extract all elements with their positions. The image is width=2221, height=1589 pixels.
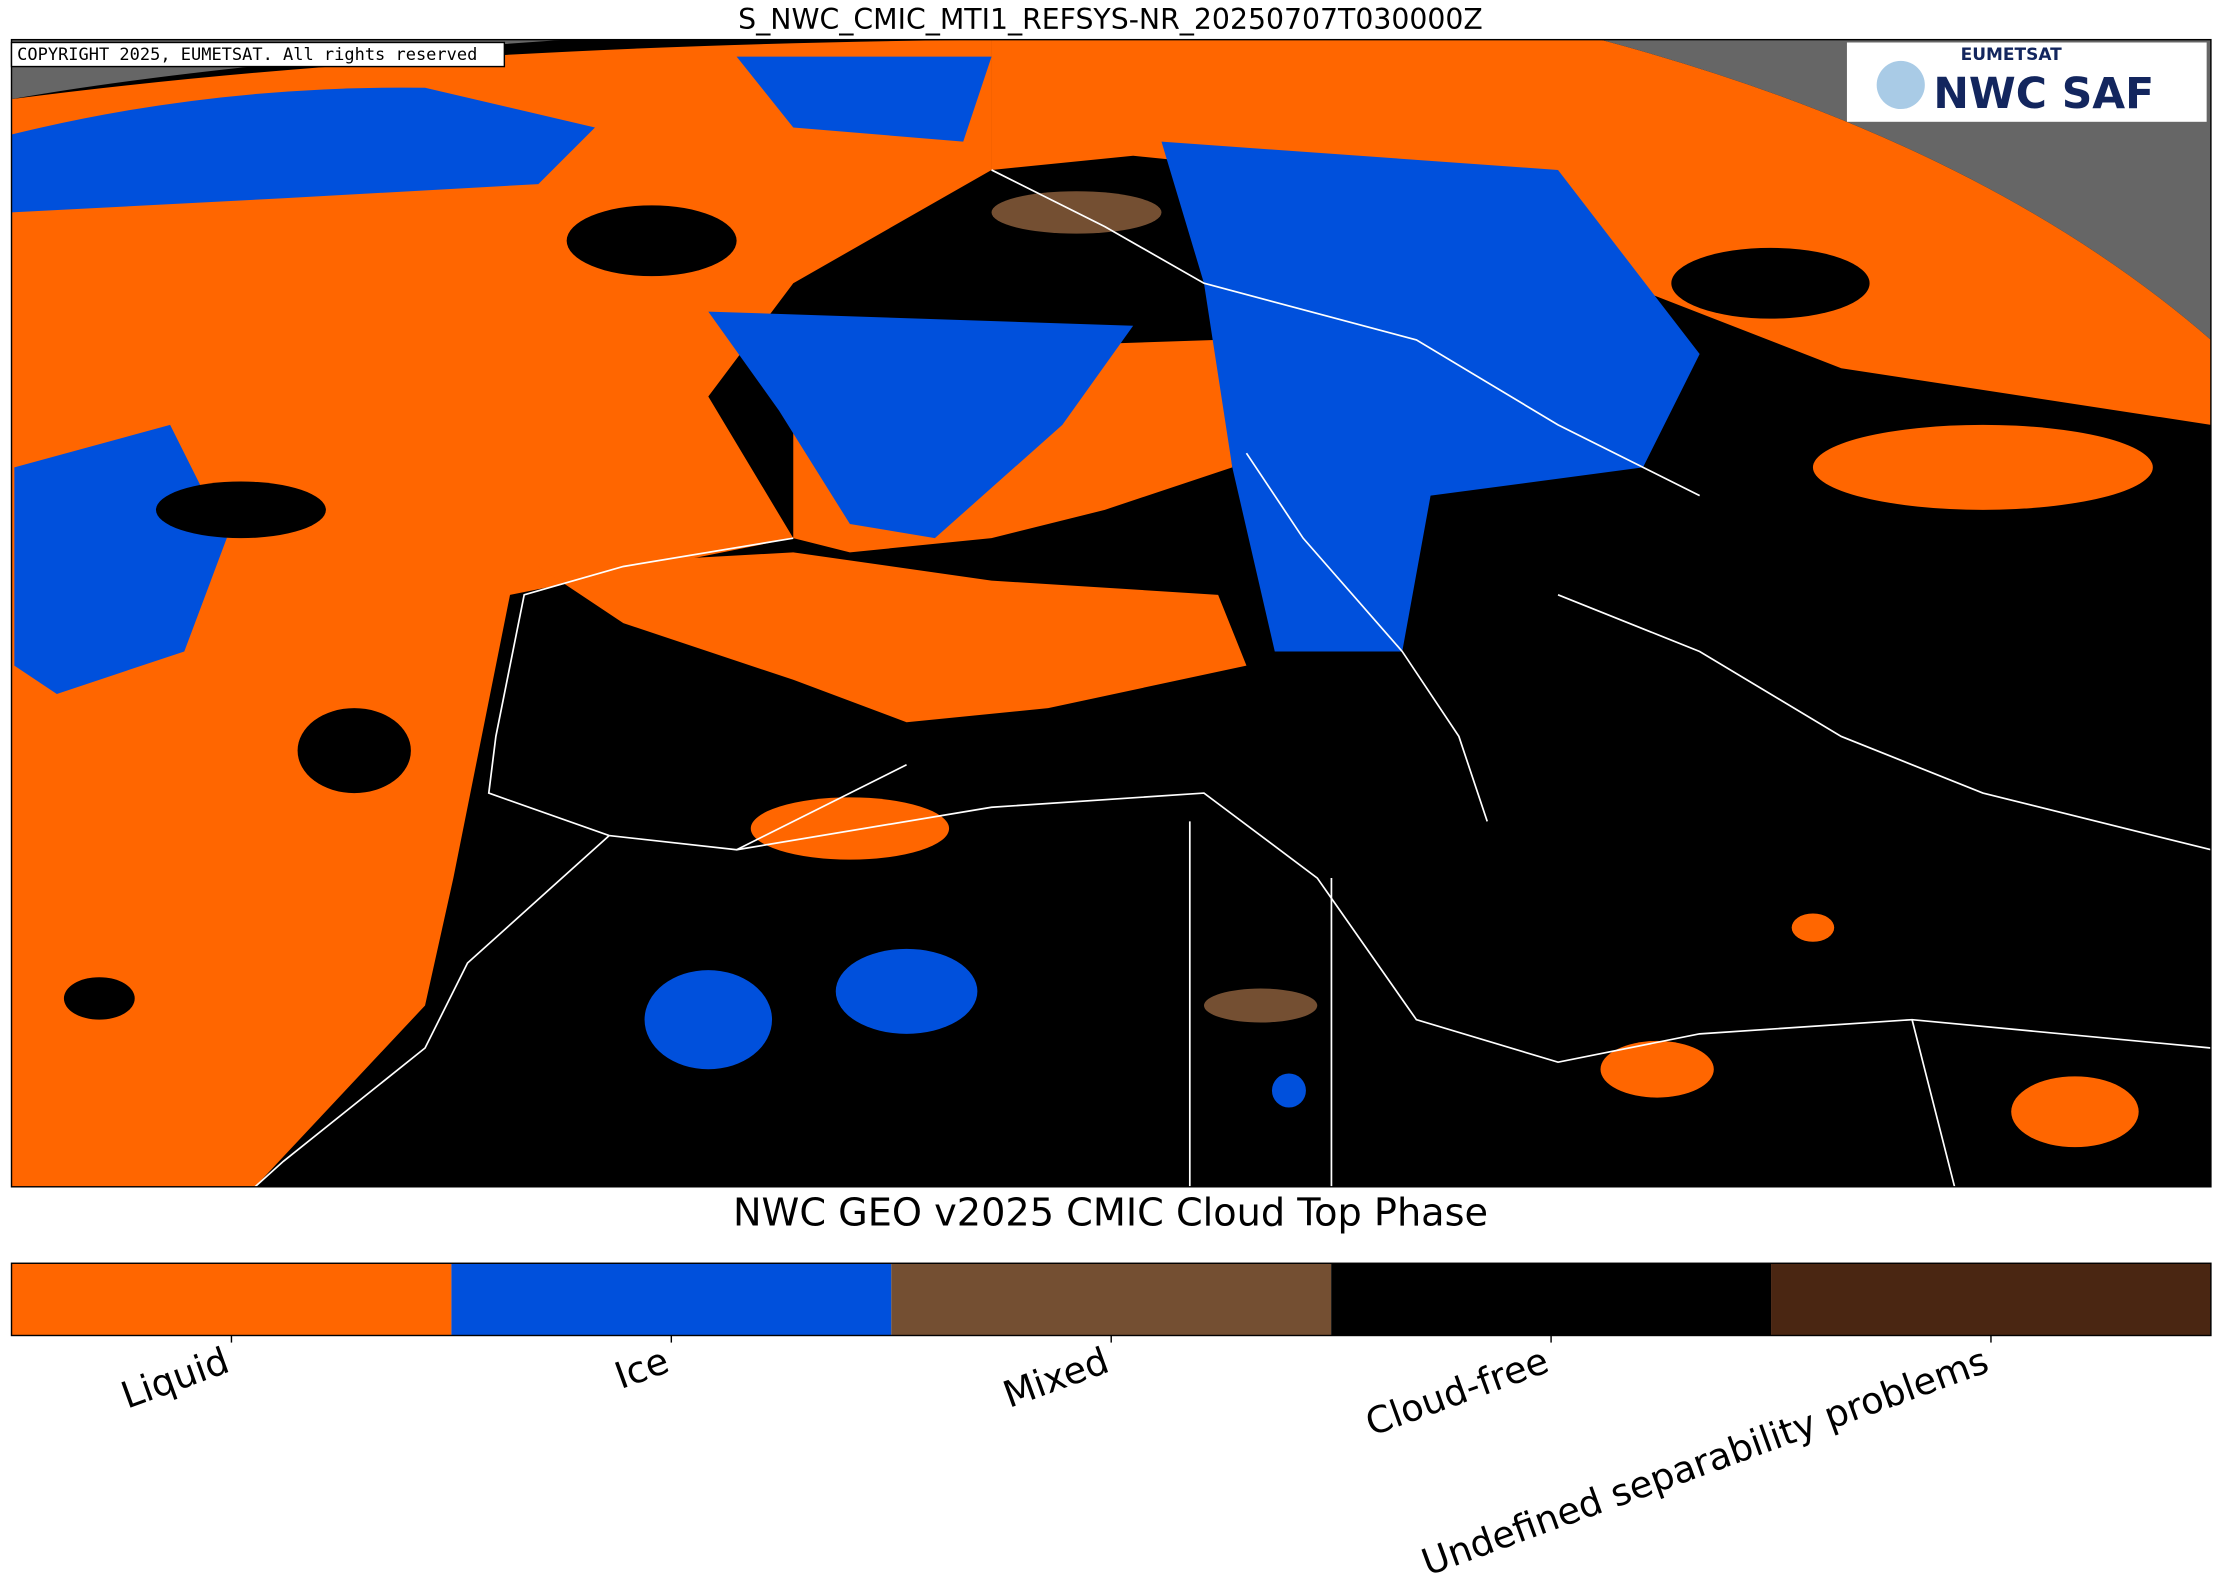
cloud-free-region xyxy=(155,481,326,539)
coastlines xyxy=(254,169,2212,1188)
liquid-region xyxy=(1791,913,1835,942)
colorbar-segment xyxy=(11,1263,452,1336)
colorbar-label: Ice xyxy=(609,1339,674,1398)
ice-region xyxy=(835,948,978,1034)
cloud-free-region xyxy=(297,708,411,794)
logo-top: EUMETSAT xyxy=(1961,45,2063,65)
legend-title: NWC GEO v2025 CMIC Cloud Top Phase xyxy=(733,1192,1488,1236)
ice-region xyxy=(1161,141,1700,652)
liquid-region xyxy=(538,552,1247,723)
colorbar-segment xyxy=(451,1263,892,1336)
liquid-region xyxy=(2011,1076,2139,1148)
cloud-free-region xyxy=(63,977,135,1020)
liquid-region xyxy=(1812,424,2153,510)
liquid-region xyxy=(750,797,950,860)
ice-region xyxy=(1271,1073,1306,1108)
colorbar-frame xyxy=(10,1262,2212,1337)
logo-swirl xyxy=(1876,60,1925,110)
colorbar-label: Mixed xyxy=(997,1339,1114,1417)
liquid-region xyxy=(1600,1040,1714,1098)
ice-region xyxy=(11,87,595,213)
map-frame xyxy=(10,38,2212,1188)
ice-region xyxy=(736,56,992,142)
colorbar-segment xyxy=(891,1263,1332,1336)
colorbar-label: Liquid xyxy=(115,1339,234,1417)
ice-region xyxy=(708,311,1134,539)
ice-region xyxy=(14,424,227,694)
map: COPYRIGHT 2025, EUMETSAT. All rights res… xyxy=(10,38,2212,1188)
colorbar-label: Cloud-free xyxy=(1360,1339,1554,1445)
colorbar-segment xyxy=(1771,1263,2211,1336)
cloud-free-region xyxy=(1671,247,1870,319)
ice-region xyxy=(644,970,773,1070)
mixed-region xyxy=(1203,988,1318,1023)
logo: EUMETSAT NWC SAF xyxy=(1846,42,2207,122)
logo-main: NWC SAF xyxy=(1933,70,2154,119)
copyright-box xyxy=(10,41,506,68)
cloud-free-region xyxy=(566,205,737,277)
copyright: COPYRIGHT 2025, EUMETSAT. All rights res… xyxy=(17,45,477,65)
colorbar-segment xyxy=(1331,1263,1772,1336)
map-title: S_NWC_CMIC_MTI1_REFSYS-NR_20250707T03000… xyxy=(738,3,1483,36)
